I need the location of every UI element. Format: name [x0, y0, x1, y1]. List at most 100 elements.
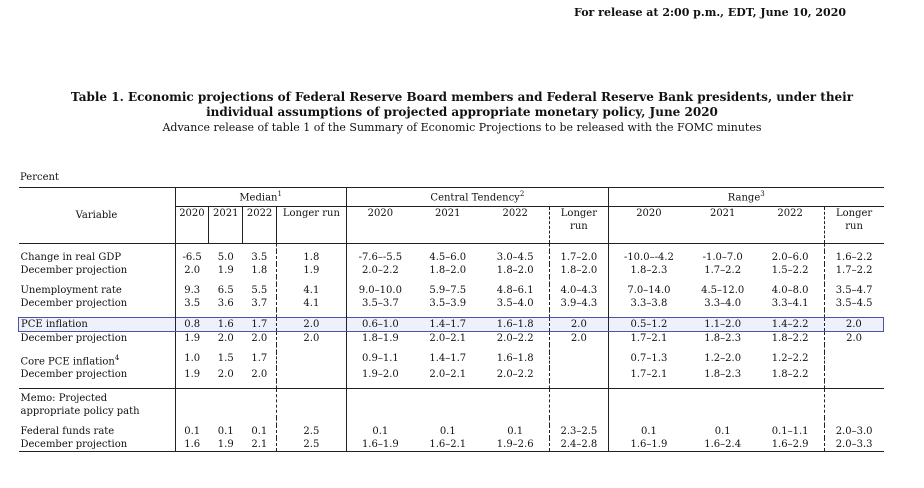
table-row: December projection 1.9 2.0 2.0 2.0 1.8–1.9 2.… — [19, 331, 884, 346]
table-cell: 0.1–1.1 — [771, 426, 809, 438]
table-cell: 1.7–2.1 — [607, 368, 689, 382]
year-header: Longer run — [548, 206, 609, 244]
year-header: 2022 — [756, 206, 825, 244]
table-cell — [275, 368, 347, 382]
year-header: 2022 — [242, 206, 277, 244]
table-cell: 1.7–2.2 — [823, 264, 884, 277]
year-header: 2021 — [413, 206, 482, 244]
table-cell: 2.5 — [275, 438, 347, 453]
table-cell: 5.9–7.5 — [429, 285, 467, 296]
table-cell: 0.7–1.3 — [607, 352, 689, 369]
table-cell: 3.0–4.5 — [496, 252, 534, 263]
table-cell: 6.5 — [217, 285, 234, 296]
row-label-text: December projection — [20, 333, 128, 344]
table-cell: 2.0 — [823, 317, 885, 332]
memo-label: Memo: Projected appropriate policy path — [19, 389, 176, 419]
table-cell: 3.5–3.9 — [429, 298, 467, 309]
central-label: Central Tendency — [430, 192, 520, 204]
table-row: Unemployment rate 9.3 6.5 5.5 4.1 9.0–10.0 5.9… — [19, 284, 884, 297]
table-cell: 2.0–2.2 — [345, 264, 414, 277]
table-cell: 3.3–4.0 — [704, 298, 742, 309]
row-label: PCE inflation — [18, 317, 175, 332]
table-cell: 3.9–4.3 — [548, 297, 609, 310]
table-cell: -6.5 — [174, 251, 209, 264]
table-cell: 1.9 — [174, 331, 209, 345]
table-cell: 1.6 — [174, 438, 209, 453]
table-cell: 2.0–2.1 — [429, 333, 467, 344]
range-footnote: 3 — [760, 190, 765, 198]
header-row-groups: Variable Median1 Central Tendency2 Range… — [18, 187, 884, 244]
table-cell: 4.0–8.0 — [771, 285, 809, 296]
table-cell: 1.0 — [174, 352, 209, 369]
table-cell: 2.0–6.0 — [771, 252, 809, 263]
table-cell: 1.8–2.2 — [771, 369, 809, 381]
table-cell: 2.1 — [242, 438, 277, 453]
table-cell: 0.1 — [174, 425, 209, 439]
table-cell: 2.0 — [251, 369, 268, 381]
table-cell: 2.0 — [548, 331, 609, 345]
row-label-text: December projection — [20, 369, 128, 381]
table-cell: 1.8–2.3 — [704, 333, 742, 344]
table-cell: 1.6–1.9 — [607, 438, 689, 453]
table-cell: 4.1 — [275, 297, 347, 310]
table-cell: 1.8 — [251, 265, 268, 276]
table-cell: 9.0–10.0 — [345, 284, 414, 297]
row-label: Change in real GDP — [19, 251, 176, 264]
central-footnote: 2 — [519, 190, 525, 198]
memo-label-line-2: appropriate policy path — [20, 406, 140, 418]
table-cell: 1.6–1.8 — [496, 353, 534, 364]
table-cell: 1.6–1.8 — [481, 317, 550, 332]
table-row: December projection 1.6 1.9 2.1 2.5 1.6–1.9 1.… — [18, 438, 884, 453]
range-label: Range — [727, 192, 761, 204]
range-header: Range3 — [607, 187, 884, 207]
median-footnote: 1 — [277, 190, 282, 198]
table-cell: 0.1 — [607, 425, 689, 439]
row-label-text: December projection — [20, 298, 128, 309]
header-row-years: 2020 2021 2022 Longer run 2020 2021 2022… — [19, 206, 884, 244]
table-row: Change in real GDP -6.5 5.0 3.5 1.8 -7.6–-5.5… — [19, 251, 884, 264]
table-row: December projection 1.9 2.0 2.0 1.9–2.0 2.0–2… — [19, 368, 884, 382]
table-cell: 3.5 — [251, 252, 268, 263]
table-cell: 1.6–2.4 — [688, 438, 757, 453]
table-cell: 1.8–2.0 — [496, 265, 534, 276]
table-cell: 3.7 — [251, 298, 268, 309]
table-cell: 2.0 — [251, 333, 268, 344]
table-cell: 1.7–2.1 — [607, 331, 689, 345]
table-cell: 0.1 — [507, 426, 524, 438]
row-label: December projection — [19, 332, 176, 346]
table-cell: 3.3–4.1 — [771, 298, 809, 309]
year-header: 2020 — [607, 206, 689, 244]
table-cell: 1.6–2.2 — [823, 251, 884, 264]
row-label-text: December projection — [20, 265, 128, 276]
row-label-text: Change in real GDP — [20, 252, 122, 263]
table-subtitle: Advance release of table 1 of the Summar… — [162, 121, 762, 134]
year-header: 2022 — [481, 206, 550, 244]
table-cell: 2.0 — [217, 333, 234, 344]
memo-label-line-1: Memo: Projected — [20, 393, 108, 405]
year-header: 2021 — [688, 206, 757, 244]
table-cell: 3.3–3.8 — [607, 297, 689, 310]
table-cell — [823, 368, 884, 382]
table-cell: 9.3 — [174, 284, 209, 297]
table-cell: 1.7–2.0 — [548, 251, 609, 264]
table-cell: 1.8–2.3 — [704, 369, 742, 381]
table-title: Table 1. Economic projections of Federal… — [0, 90, 924, 120]
table-cell: 0.1 — [217, 426, 234, 438]
table-cell: 0.1 — [714, 426, 731, 438]
table-cell: 1.6–2.1 — [413, 438, 482, 453]
table-cell — [823, 352, 884, 369]
variable-header-label: Variable — [75, 210, 118, 221]
year-header: Longer run — [823, 206, 884, 244]
table-cell: 1.8 — [275, 251, 347, 264]
table-cell: 2.0–3.0 — [823, 425, 884, 439]
table-cell: 0.1 — [251, 426, 268, 438]
table-cell: 5.5 — [251, 285, 268, 296]
table-cell — [548, 352, 609, 369]
median-label: Median — [239, 192, 278, 204]
table-cell: 2.0 — [174, 264, 209, 277]
table-cell: 0.5–1.2 — [607, 317, 689, 332]
table-cell: 2.4–2.8 — [548, 438, 609, 453]
table-cell: 0.8 — [174, 317, 209, 332]
table-cell: 1.9 — [208, 438, 243, 453]
row-label: Federal funds rate — [19, 425, 176, 438]
